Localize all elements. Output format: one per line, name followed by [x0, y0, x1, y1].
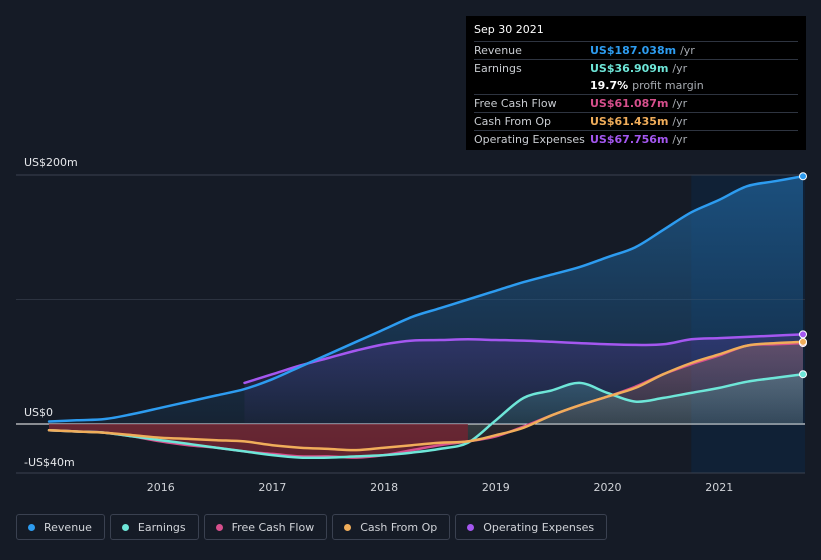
y-tick-label: US$0	[24, 406, 53, 419]
end-point-earnings	[799, 370, 807, 379]
x-tick-label: 2016	[147, 481, 175, 494]
tooltip-label: Revenue	[474, 44, 522, 57]
x-tick-label: 2021	[705, 481, 733, 494]
tooltip-label: Earnings	[474, 62, 522, 75]
legend-label: Earnings	[137, 520, 186, 534]
legend-label: Revenue	[44, 520, 92, 534]
tooltip-value: US$61.435m	[590, 115, 669, 128]
tooltip-row-revenue: Revenue US$187.038m /yr	[474, 41, 798, 59]
tooltip-value: US$61.087m	[590, 97, 669, 110]
tooltip-date: Sep 30 2021	[474, 23, 544, 36]
tooltip-unit: /yr	[680, 44, 695, 57]
legend-item-cash-from-op[interactable]: Cash From Op	[332, 514, 451, 540]
y-tick-label: US$200m	[24, 156, 78, 169]
tooltip-unit: /yr	[672, 133, 688, 146]
x-tick-label: 2019	[482, 481, 510, 494]
series-line-earnings	[47, 372, 805, 460]
tooltip-row-margin: 19.7% profit margin	[474, 77, 798, 94]
tooltip: Sep 30 2021 Revenue US$187.038m /yr Earn…	[466, 16, 806, 150]
series-line-cash-from-op	[47, 340, 805, 452]
legend-dot-icon	[28, 523, 35, 531]
tooltip-unit: /yr	[672, 62, 688, 75]
legend-dot-icon	[121, 523, 129, 531]
legend: Revenue Earnings Free Cash Flow Cash Fro…	[16, 514, 612, 540]
tooltip-row-opex: Operating Expenses US$67.756m /yr	[474, 130, 798, 148]
end-point-cash-from-op	[799, 337, 807, 346]
tooltip-label: Cash From Op	[474, 115, 552, 128]
legend-item-revenue[interactable]: Revenue	[16, 514, 105, 540]
legend-label: Operating Expenses	[483, 520, 595, 534]
end-point-operating-expenses	[799, 330, 807, 339]
legend-label: Free Cash Flow	[231, 520, 315, 534]
series-line-revenue	[47, 174, 805, 423]
tooltip-row-earnings: Earnings US$36.909m /yr	[474, 59, 798, 77]
tooltip-label: Free Cash Flow	[474, 97, 557, 110]
tooltip-row-fcf: Free Cash Flow US$61.087m /yr	[474, 94, 798, 112]
legend-label: Cash From Op	[360, 520, 438, 534]
x-tick-label: 2020	[594, 481, 622, 494]
legend-item-free-cash-flow[interactable]: Free Cash Flow	[203, 514, 328, 540]
tooltip-value: 19.7%	[590, 79, 629, 92]
tooltip-label: Operating Expenses	[474, 133, 585, 146]
legend-dot-icon	[344, 523, 352, 531]
x-tick-label: 2017	[258, 481, 286, 494]
tooltip-value: US$36.909m	[590, 62, 669, 75]
tooltip-unit: /yr	[672, 97, 688, 110]
x-tick-label: 2018	[370, 481, 398, 494]
y-tick-label: -US$40m	[24, 456, 75, 469]
tooltip-unit: /yr	[672, 115, 688, 128]
tooltip-value: US$187.038m	[590, 44, 677, 57]
legend-dot-icon	[467, 523, 475, 531]
series-line-operating-expenses	[243, 333, 805, 385]
legend-item-earnings[interactable]: Earnings	[109, 514, 199, 540]
legend-item-operating-expenses[interactable]: Operating Expenses	[455, 514, 608, 540]
tooltip-value: US$67.756m	[590, 133, 669, 146]
end-point-revenue	[799, 172, 807, 181]
tooltip-row-cfo: Cash From Op US$61.435m /yr	[474, 112, 798, 130]
legend-dot-icon	[215, 523, 223, 531]
tooltip-unit: profit margin	[632, 79, 704, 92]
